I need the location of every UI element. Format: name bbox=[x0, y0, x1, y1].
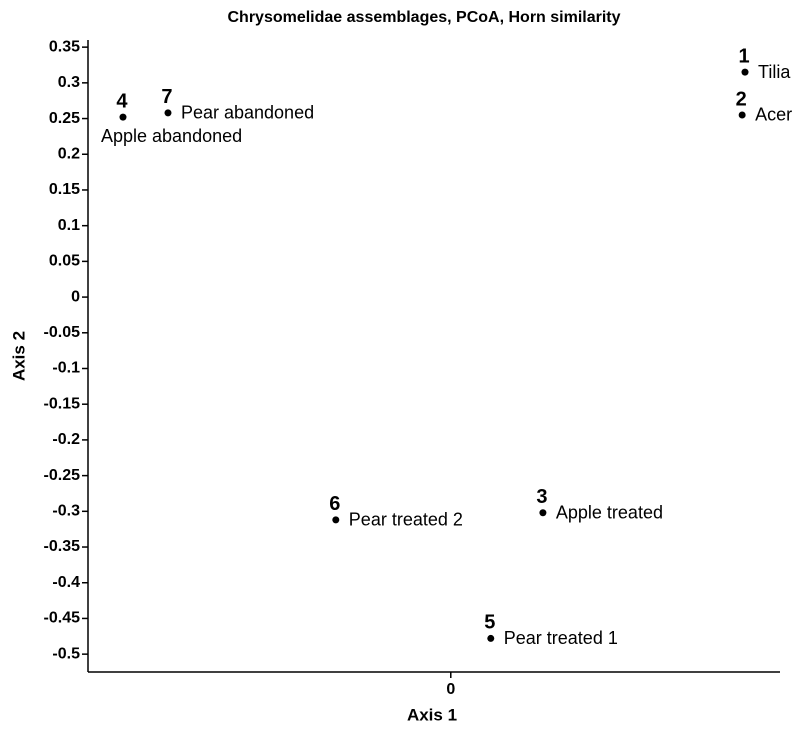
point bbox=[119, 113, 127, 121]
point bbox=[164, 109, 172, 117]
y-tick-label: -0.35 bbox=[44, 538, 81, 555]
point-name: Pear treated 2 bbox=[349, 510, 463, 530]
y-tick-label: -0.1 bbox=[52, 360, 80, 377]
point-name: Tilia bbox=[758, 62, 791, 82]
point-number: 7 bbox=[161, 86, 172, 108]
y-tick-label: -0.15 bbox=[44, 395, 81, 412]
y-tick-label: 0.1 bbox=[58, 217, 80, 234]
x-tick-label: 0 bbox=[446, 681, 455, 698]
y-tick-label: -0.05 bbox=[44, 324, 81, 341]
point-name: Apple abandoned bbox=[101, 126, 242, 146]
y-tick-label: -0.2 bbox=[52, 431, 80, 448]
point bbox=[487, 634, 495, 642]
point bbox=[741, 68, 749, 76]
y-tick-label: 0.2 bbox=[58, 145, 80, 162]
point-name: Pear abandoned bbox=[181, 103, 314, 123]
point-number: 2 bbox=[736, 88, 747, 110]
y-tick-label: -0.45 bbox=[44, 610, 81, 627]
y-tick-label: -0.25 bbox=[44, 467, 81, 484]
y-tick-label: 0 bbox=[71, 288, 80, 305]
y-tick-label: 0.3 bbox=[58, 74, 80, 91]
point-number: 1 bbox=[738, 45, 749, 67]
chart-title: Chrysomelidae assemblages, PCoA, Horn si… bbox=[227, 9, 620, 26]
point-name: Pear treated 1 bbox=[504, 628, 618, 648]
y-tick-label: -0.5 bbox=[52, 645, 80, 662]
y-tick-label: -0.3 bbox=[52, 503, 80, 520]
y-tick-label: 0.25 bbox=[49, 110, 80, 127]
point bbox=[332, 516, 340, 524]
point-number: 6 bbox=[329, 493, 340, 515]
point-number: 5 bbox=[484, 612, 495, 634]
point bbox=[539, 509, 547, 517]
y-axis-title: Axis 2 bbox=[9, 331, 28, 381]
point-name: Apple treated bbox=[556, 503, 663, 523]
y-tick-label: 0.35 bbox=[49, 38, 80, 55]
x-axis-title: Axis 1 bbox=[407, 705, 457, 724]
y-tick-label: 0.15 bbox=[49, 181, 80, 198]
y-tick-label: -0.4 bbox=[52, 574, 80, 591]
point-number: 4 bbox=[116, 90, 128, 112]
point bbox=[738, 111, 746, 119]
point-name: Acer bbox=[755, 105, 792, 125]
point-number: 3 bbox=[536, 486, 547, 508]
y-tick-label: 0.05 bbox=[49, 253, 80, 270]
